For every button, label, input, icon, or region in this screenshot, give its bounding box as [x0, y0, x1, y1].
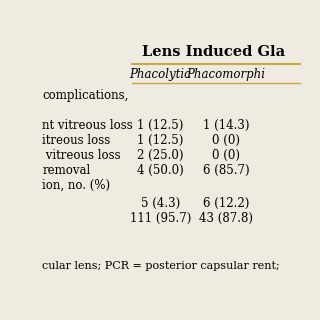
- Text: nt vitreous loss: nt vitreous loss: [43, 119, 133, 132]
- Text: removal: removal: [43, 164, 91, 177]
- Text: 1 (14.3): 1 (14.3): [203, 119, 249, 132]
- Text: Phacolytic: Phacolytic: [129, 68, 191, 81]
- Text: Lens Induced Gla: Lens Induced Gla: [142, 45, 285, 59]
- Text: 6 (85.7): 6 (85.7): [203, 164, 249, 177]
- Text: 1 (12.5): 1 (12.5): [137, 119, 183, 132]
- Text: 0 (0): 0 (0): [212, 149, 240, 162]
- Text: complications,: complications,: [43, 89, 129, 101]
- Text: 111 (95.7): 111 (95.7): [130, 212, 191, 225]
- Text: Phacomorphi⁠: Phacomorphi⁠: [187, 68, 266, 81]
- Text: itreous loss: itreous loss: [43, 134, 111, 147]
- Text: 4 (50.0): 4 (50.0): [137, 164, 184, 177]
- Text: cular lens; PCR = posterior capsular rent;: cular lens; PCR = posterior capsular ren…: [43, 261, 280, 271]
- Text: 2 (25.0): 2 (25.0): [137, 149, 184, 162]
- Text: 43 (87.8): 43 (87.8): [199, 212, 253, 225]
- Text: 1 (12.5): 1 (12.5): [137, 134, 183, 147]
- Text: 6 (12.2): 6 (12.2): [203, 197, 249, 210]
- Text: vitreous loss: vitreous loss: [43, 149, 121, 162]
- Text: 5 (4.3): 5 (4.3): [141, 197, 180, 210]
- Text: 0 (0): 0 (0): [212, 134, 240, 147]
- Text: ion, no. (%): ion, no. (%): [43, 179, 111, 191]
